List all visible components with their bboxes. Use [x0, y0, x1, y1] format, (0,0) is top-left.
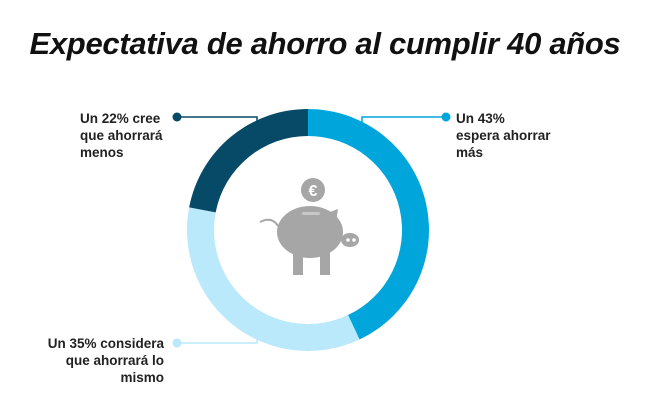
slice-menos [189, 108, 308, 213]
leader-menos [177, 116, 258, 124]
label-menos: Un 22% cree que ahorrará menos [80, 111, 163, 160]
label-lo-mismo: Un 35% considera que ahorrará lo mismo [47, 336, 164, 385]
leader-mas [361, 116, 446, 124]
chart-title: Expectativa de ahorro al cumplir 40 años [29, 26, 621, 61]
leader-lo-mismo [177, 336, 258, 344]
leader-mas-dot [441, 112, 451, 122]
label-mas: Un 43% espera ahorrar más [456, 111, 551, 160]
slice-lo-mismo [187, 207, 360, 351]
svg-text:€: € [309, 183, 318, 200]
leader-menos-dot [172, 112, 182, 122]
slice-más [308, 109, 429, 340]
piggy-bank-euro-icon: € [259, 178, 359, 275]
leader-lo-mismo-dot [172, 338, 182, 348]
